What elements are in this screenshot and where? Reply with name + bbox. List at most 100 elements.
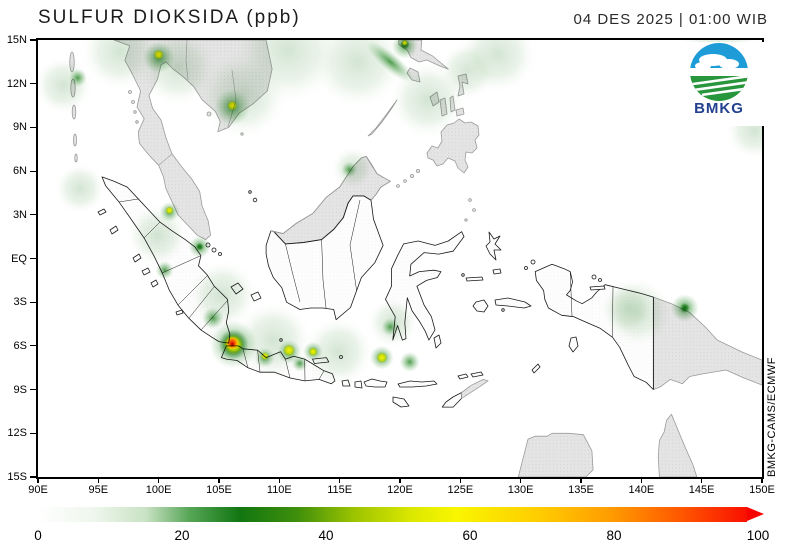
lon-tick-label: 120E (387, 484, 413, 496)
lat-tick-label: 15S (7, 471, 27, 483)
so2-plume-yellow (227, 100, 238, 111)
lat-tick-label: 9N (12, 121, 27, 134)
lat-tick-mark (30, 214, 36, 216)
lon-tick-label: 130E (507, 484, 534, 496)
lon-tick-mark (37, 477, 39, 483)
so2-plume-yellow (401, 40, 408, 46)
lat-tick-mark (30, 83, 36, 85)
lon-tick-mark (399, 477, 401, 483)
colorbar-tick-label: 100 (746, 528, 770, 543)
sumba (392, 396, 410, 408)
colorbar-tick-label: 40 (318, 528, 334, 543)
lon-tick-label: 105E (206, 484, 232, 496)
cape-york (657, 413, 698, 477)
lon-tick-mark (459, 477, 461, 483)
so2-plume-glow (366, 41, 414, 83)
lombok (354, 380, 363, 389)
so2-plume-yellow (260, 352, 269, 361)
lat-tick-label: 9S (13, 383, 27, 396)
lon-tick-label: 110E (266, 484, 292, 496)
australia-top-end (517, 432, 594, 477)
lat-tick-mark (30, 432, 36, 434)
so2-plume-glow (341, 161, 358, 178)
so2-plume-glow (155, 261, 174, 280)
lon-tick-mark (640, 477, 642, 483)
colorbar-tick-label: 60 (462, 528, 478, 543)
so2-plume-glow (291, 355, 308, 372)
yapen (589, 285, 606, 291)
lon-tick-mark (278, 477, 280, 483)
lat-tick-mark (30, 126, 36, 128)
buton (433, 334, 442, 349)
lon-tick-label: 115E (327, 484, 353, 496)
lon-tick-mark (218, 477, 220, 483)
lon-tick-mark (761, 477, 763, 483)
lat-tick-label: 12S (7, 427, 27, 440)
indonesia-so2-map (38, 40, 762, 477)
lon-tick-mark (580, 477, 582, 483)
lon-tick-mark (97, 477, 99, 483)
so2-plume-wash (302, 315, 375, 388)
lon-tick-label: 145E (688, 484, 715, 496)
page-title: SULFUR DIOKSIDA (ppb) (38, 7, 301, 28)
so2-plume-wash (54, 162, 107, 215)
bmkg-logo-label: BMKG (694, 100, 744, 117)
halmahera (485, 231, 502, 261)
lon-axis: 90E 95E 100E 105E 110E 115E 120E 125E 130E 135E 14… (28, 477, 775, 501)
colorbar-tick-label: 0 (34, 528, 42, 543)
colorbar-tick-label: 80 (606, 528, 622, 543)
lat-tick-mark (30, 345, 36, 347)
sumbawa (363, 378, 388, 388)
timor-east (461, 379, 489, 399)
seram (494, 297, 532, 309)
lat-tick-mark (30, 39, 36, 41)
flores (397, 380, 438, 388)
so2-plume-yellow (376, 352, 388, 364)
lon-tick-mark (701, 477, 703, 483)
lon-tick-mark (158, 477, 160, 483)
bmkg-logo-icon (690, 43, 748, 101)
so2-plume-glow (68, 68, 87, 87)
so2-plume-glow (381, 318, 400, 336)
lon-tick-label: 95E (88, 484, 109, 496)
colorbar-labels: 0 20 40 60 80 100 (34, 528, 769, 544)
bmkg-logo: BMKG (674, 42, 764, 126)
colorbar-tick-label: 20 (174, 528, 190, 543)
lon-tick-label: 125E (447, 484, 474, 496)
data-source-credit: BMKG-CAMS/ECMWF (766, 357, 778, 477)
lon-tick-label: 90E (28, 484, 48, 496)
lon-tick-label: 135E (568, 484, 594, 496)
lat-tick-mark (30, 257, 36, 260)
so2-plume-yellow (153, 49, 164, 60)
lat-tick-mark (30, 476, 36, 478)
lat-tick-label: 6S (13, 339, 27, 352)
so2-plume-glow (202, 307, 224, 330)
lon-tick-label: 100E (145, 484, 172, 496)
lon-tick-label: 150E (749, 484, 775, 496)
lat-tick-label: 6N (12, 165, 27, 178)
map-frame: BMKG (36, 38, 764, 479)
buru (472, 299, 489, 313)
lat-tick-mark (30, 389, 36, 391)
lat-tick-label: 3S (13, 296, 27, 309)
colorbar-arrow (747, 507, 764, 521)
lat-tick-label: 3N (12, 208, 27, 221)
lat-tick-label: 15N (6, 34, 27, 46)
lat-tick-mark (30, 170, 36, 172)
so2-plume-wash (125, 203, 190, 268)
lon-tick-mark (339, 477, 341, 483)
so2-plume-yellow (165, 206, 174, 215)
lat-tick-label: EQ (11, 252, 27, 265)
lat-axis: 15N 12N 9N 6N 3N EQ 3S 6S 9S 12S 15S (0, 34, 36, 483)
so2-plume-wash (232, 40, 343, 106)
lon-tick-mark (520, 477, 522, 483)
so2-plume-glow (399, 351, 420, 372)
so2-plume-wash (600, 280, 657, 336)
colorbar: 0 20 40 60 80 100 (34, 507, 778, 547)
borneo-border (274, 195, 372, 245)
so2-plume-dark (195, 242, 204, 251)
so2-plume-dark (679, 303, 690, 313)
so2-plume-yellow (283, 344, 295, 357)
so2-plume-wash (457, 40, 538, 95)
